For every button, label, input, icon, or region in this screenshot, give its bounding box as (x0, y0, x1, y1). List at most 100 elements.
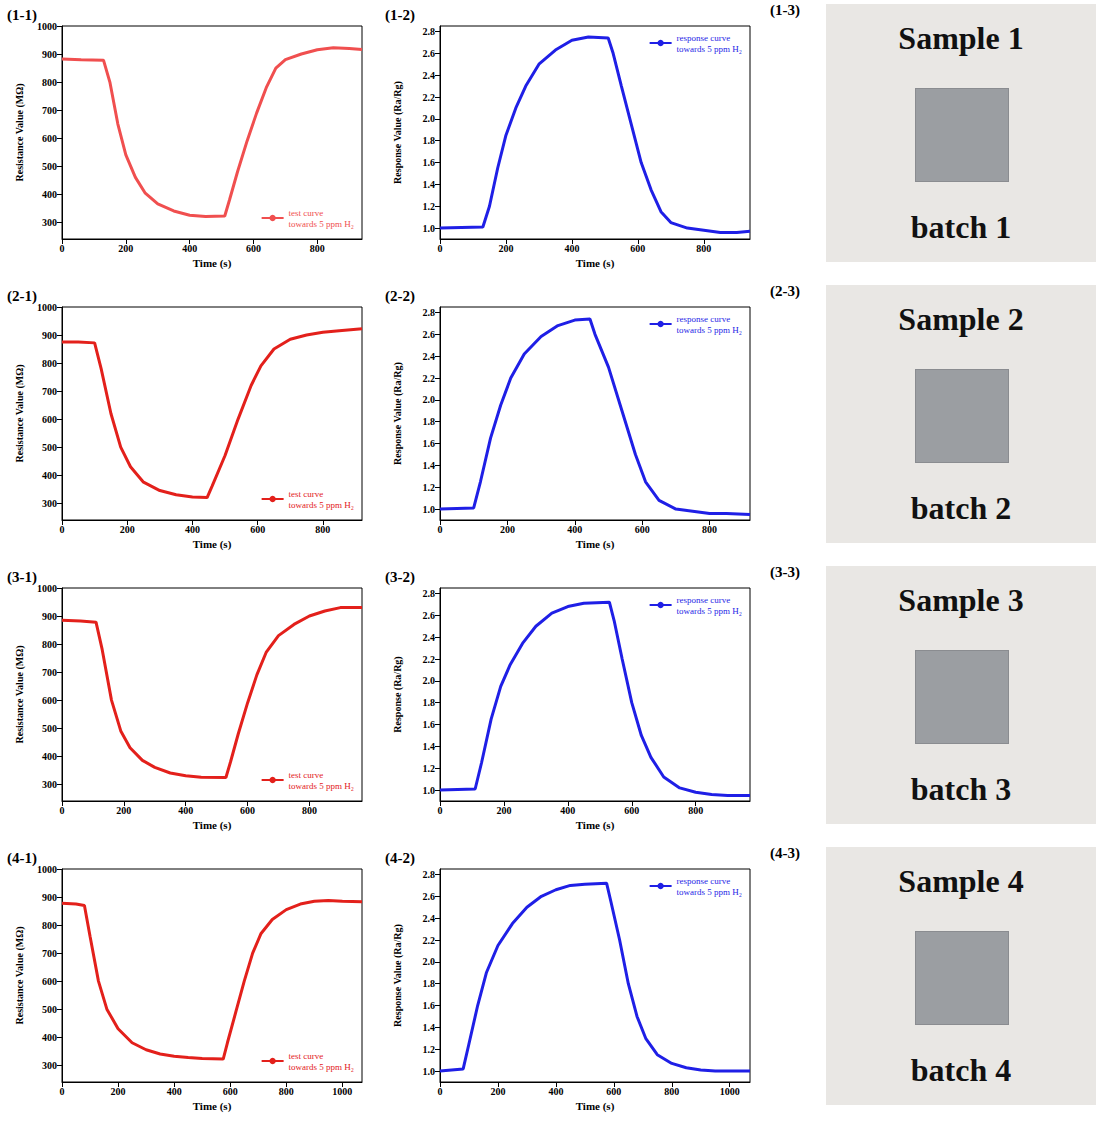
svg-text:500: 500 (42, 442, 57, 453)
svg-text:Time (s): Time (s) (193, 257, 232, 270)
svg-text:700: 700 (42, 667, 57, 678)
svg-text:600: 600 (223, 1086, 238, 1097)
svg-text:1.6: 1.6 (423, 157, 436, 168)
svg-text:2.8: 2.8 (423, 307, 436, 318)
svg-text:400: 400 (42, 189, 57, 200)
svg-text:1000: 1000 (332, 1086, 352, 1097)
svg-text:600: 600 (42, 133, 57, 144)
svg-text:Time (s): Time (s) (193, 538, 232, 551)
svg-text:300: 300 (42, 779, 57, 790)
svg-text:(3-1): (3-1) (7, 569, 37, 586)
svg-text:response curve: response curve (677, 314, 731, 324)
svg-text:towards 5 ppm H₂: towards 5 ppm H₂ (289, 500, 354, 510)
svg-text:600: 600 (606, 1086, 621, 1097)
svg-text:1.2: 1.2 (423, 482, 436, 493)
svg-text:2.2: 2.2 (423, 373, 436, 384)
svg-text:towards 5 ppm H₂: towards 5 ppm H₂ (677, 325, 742, 335)
svg-text:800: 800 (664, 1086, 679, 1097)
svg-text:600: 600 (42, 695, 57, 706)
svg-text:1.2: 1.2 (423, 201, 436, 212)
svg-text:400: 400 (42, 1032, 57, 1043)
svg-text:1.8: 1.8 (423, 135, 436, 146)
svg-text:(1-2): (1-2) (385, 7, 415, 24)
svg-text:800: 800 (315, 524, 330, 535)
svg-text:200: 200 (496, 805, 511, 816)
svg-text:1.4: 1.4 (423, 741, 436, 752)
svg-text:200: 200 (498, 243, 513, 254)
svg-text:Time (s): Time (s) (193, 1100, 232, 1113)
svg-text:1.4: 1.4 (423, 1022, 436, 1033)
svg-text:900: 900 (42, 892, 57, 903)
svg-text:800: 800 (702, 524, 717, 535)
svg-text:2.6: 2.6 (423, 610, 436, 621)
svg-text:1.6: 1.6 (423, 438, 436, 449)
svg-text:600: 600 (624, 805, 639, 816)
svg-text:0: 0 (438, 243, 443, 254)
svg-text:1000: 1000 (37, 21, 57, 32)
svg-text:500: 500 (42, 1004, 57, 1015)
svg-text:800: 800 (279, 1086, 294, 1097)
svg-text:400: 400 (42, 751, 57, 762)
svg-text:600: 600 (42, 976, 57, 987)
svg-text:0: 0 (438, 524, 443, 535)
svg-text:2.2: 2.2 (423, 654, 436, 665)
svg-text:600: 600 (250, 524, 265, 535)
svg-text:800: 800 (302, 805, 317, 816)
svg-text:1.4: 1.4 (423, 179, 436, 190)
svg-text:2.8: 2.8 (423, 869, 436, 880)
svg-text:1.6: 1.6 (423, 1000, 436, 1011)
svg-text:2.0: 2.0 (423, 956, 436, 967)
svg-text:0: 0 (60, 524, 65, 535)
svg-text:2.0: 2.0 (423, 113, 436, 124)
svg-text:500: 500 (42, 723, 57, 734)
svg-text:2.2: 2.2 (423, 935, 436, 946)
svg-text:(2-1): (2-1) (7, 288, 37, 305)
svg-text:2.4: 2.4 (423, 351, 436, 362)
svg-text:Response Value (Ra/Rg): Response Value (Ra/Rg) (392, 924, 404, 1027)
svg-text:400: 400 (167, 1086, 182, 1097)
svg-text:800: 800 (42, 77, 57, 88)
svg-text:800: 800 (696, 243, 711, 254)
svg-text:Response Value (Ra/Rg): Response Value (Ra/Rg) (392, 362, 404, 465)
svg-text:2.4: 2.4 (423, 913, 436, 924)
svg-text:Time (s): Time (s) (576, 538, 615, 551)
svg-text:1.8: 1.8 (423, 697, 436, 708)
svg-text:2.2: 2.2 (423, 92, 436, 103)
svg-text:1.4: 1.4 (423, 460, 436, 471)
svg-text:600: 600 (240, 805, 255, 816)
svg-text:0: 0 (60, 243, 65, 254)
svg-text:towards 5 ppm H₂: towards 5 ppm H₂ (289, 781, 354, 791)
svg-text:200: 200 (111, 1086, 126, 1097)
svg-text:400: 400 (567, 524, 582, 535)
svg-text:400: 400 (548, 1086, 563, 1097)
svg-text:(4-2): (4-2) (385, 850, 415, 867)
svg-text:2.4: 2.4 (423, 632, 436, 643)
svg-text:1000: 1000 (37, 864, 57, 875)
svg-text:1000: 1000 (720, 1086, 740, 1097)
svg-text:Resistance Value (MΩ): Resistance Value (MΩ) (14, 646, 26, 744)
svg-text:300: 300 (42, 1060, 57, 1071)
svg-text:Resistance Value (MΩ): Resistance Value (MΩ) (14, 84, 26, 182)
svg-text:(3-2): (3-2) (385, 569, 415, 586)
svg-text:Time (s): Time (s) (193, 819, 232, 832)
svg-text:700: 700 (42, 386, 57, 397)
svg-text:response curve: response curve (677, 876, 731, 886)
svg-text:towards 5 ppm H₂: towards 5 ppm H₂ (677, 887, 742, 897)
svg-text:1.0: 1.0 (423, 223, 436, 234)
svg-text:400: 400 (564, 243, 579, 254)
svg-text:200: 200 (500, 524, 515, 535)
svg-text:800: 800 (310, 243, 325, 254)
svg-text:Time (s): Time (s) (576, 1100, 615, 1113)
svg-text:900: 900 (42, 330, 57, 341)
svg-text:800: 800 (688, 805, 703, 816)
svg-text:test curve: test curve (289, 770, 324, 780)
svg-text:towards 5 ppm H₂: towards 5 ppm H₂ (677, 606, 742, 616)
svg-text:300: 300 (42, 217, 57, 228)
svg-text:Resistance Value (MΩ): Resistance Value (MΩ) (14, 365, 26, 463)
svg-text:0: 0 (60, 1086, 65, 1097)
svg-text:700: 700 (42, 105, 57, 116)
svg-text:0: 0 (438, 1086, 443, 1097)
svg-text:2.6: 2.6 (423, 48, 436, 59)
svg-text:400: 400 (182, 243, 197, 254)
svg-text:2.8: 2.8 (423, 26, 436, 37)
